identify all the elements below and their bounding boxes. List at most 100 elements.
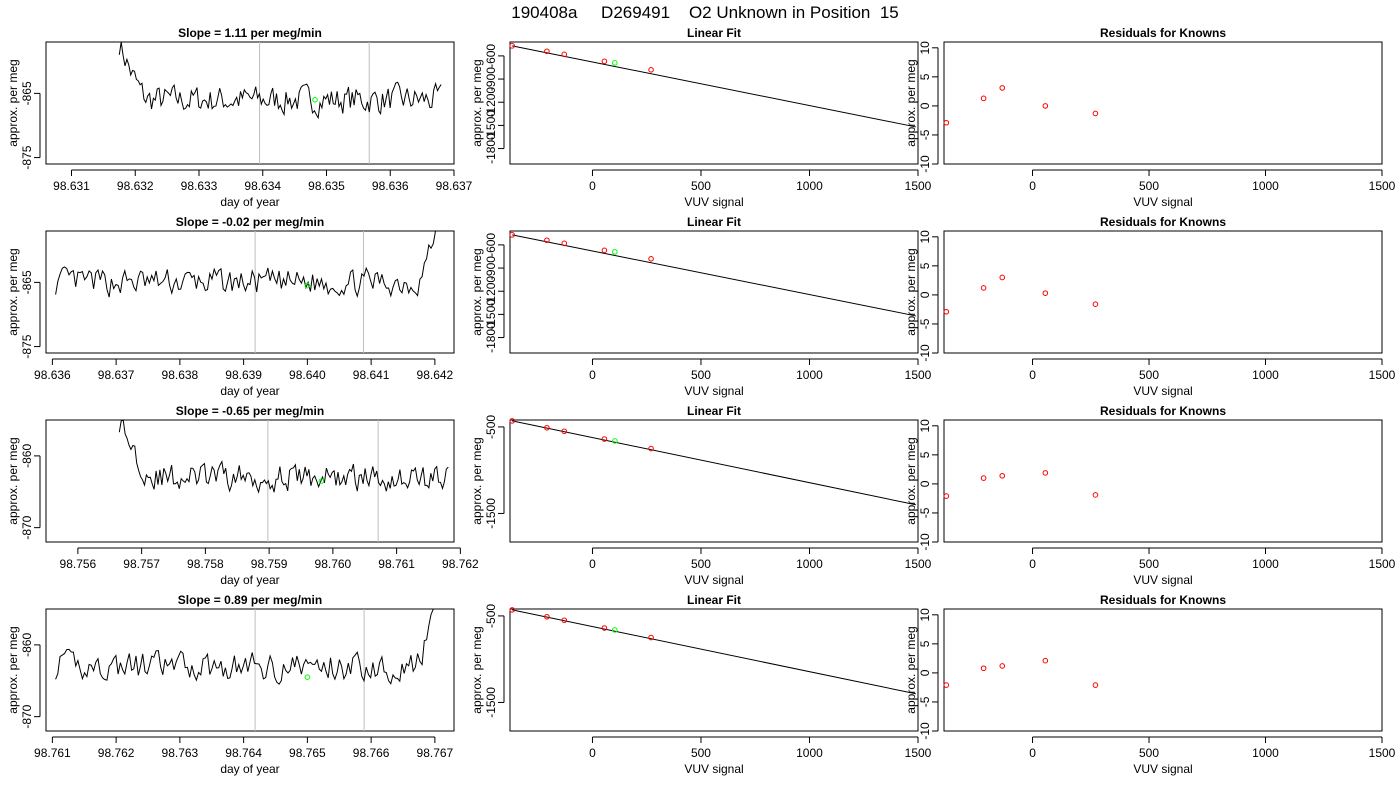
time-x-tick-label: 98.638 [162,368,199,382]
resid-y-tick-label: 5 [918,262,932,269]
time-y-label: approx. per meg [6,59,20,146]
fit-y-tick-label: -1500 [484,299,498,330]
resid-y-tick-label: -5 [918,507,932,518]
time-x-tick-label: 98.766 [353,746,390,760]
time-x-tick-label: 98.632 [117,179,154,193]
resid-x-tick-label: 0 [1029,557,1036,571]
linear-fit-panel: 0 500 1000 1500 -1500 -500 Linear Fit VUV signa… [470,593,932,776]
fit-y-tick-label: -600 [484,44,498,68]
fit-y-tick-label: -900 [484,67,498,91]
time-y-tick-label: -860 [20,444,34,468]
fit-y-label: approx. per meg [470,248,484,335]
time-x-label: day of year [220,195,279,209]
time-y-label: approx. per meg [6,626,20,713]
resid-y-tick-label: 0 [918,102,932,109]
fit-x-tick-label: 1500 [905,179,932,193]
time-x-tick-label: 98.635 [308,179,345,193]
resid-x-tick-label: 1000 [1252,368,1279,382]
time-series-panel: 98.756 98.757 98.758 98.759 98.760 98.761 98.7… [6,404,479,587]
resid-y-label: approx. per meg [904,626,918,713]
known-point [561,240,568,247]
fit-x-tick-label: 1000 [796,557,823,571]
residuals-panel: 0 500 1000 1500 -10 -5 0 5 10 Residuals for Known… [904,404,1396,587]
known-point [509,43,515,49]
fit-title: Linear Fit [687,26,741,40]
time-title: Slope = -0.65 per meg/min [176,404,324,418]
unknown-fit-point [612,249,618,255]
fit-y-tick-label: -500 [484,604,498,628]
time-x-tick-label: 98.637 [98,368,135,382]
resid-x-label: VUV signal [1133,195,1192,209]
resid-y-tick-label: 10 [918,230,932,244]
fit-title: Linear Fit [687,593,741,607]
resid-y-tick-label: -10 [918,722,932,740]
fit-y-tick-label: -500 [484,415,498,439]
linear-fit-frame [509,608,919,732]
time-x-tick-label: 98.761 [378,557,415,571]
residual-point [1092,492,1099,498]
resid-y-label: approx. per meg [904,59,918,146]
signal-trace [118,41,442,120]
time-x-tick-label: 98.764 [225,746,262,760]
known-point [561,428,568,435]
time-y-tick-label: -860 [20,633,34,657]
residual-point [980,285,987,291]
residuals-frame [943,230,1383,354]
time-y-tick-label: -865 [20,81,34,105]
residual-point [943,682,950,688]
unknown-fit-point [612,627,618,633]
time-series-panel: 98.636 98.637 98.638 98.639 98.640 98.641 98.6… [6,215,455,398]
time-title: Slope = -0.02 per meg/min [176,215,324,229]
time-x-tick-label: 98.759 [251,557,288,571]
fit-x-tick-label: 1500 [905,368,932,382]
chart-row-3: 98.756 98.757 98.758 98.759 98.760 98.761 98.7… [6,404,1396,587]
residuals-frame [943,608,1383,732]
fit-x-tick-label: 0 [589,746,596,760]
known-point [561,617,568,624]
fit-x-tick-label: 1000 [796,179,823,193]
fit-y-tick-label: -1800 [484,133,498,164]
residual-point [999,274,1006,281]
unknown-point [304,674,311,680]
residual-point [1092,682,1099,688]
fit-x-tick-label: 0 [589,179,596,193]
chart-row-2: 98.636 98.637 98.638 98.639 98.640 98.641 98.6… [6,215,1396,398]
linear-fit-panel: 0 500 1000 1500 -1800-1500-1200-900-600 Linea… [470,26,932,209]
residual-point [943,308,950,315]
fit-title: Linear Fit [687,215,741,229]
resid-x-tick-label: 0 [1029,746,1036,760]
fit-x-tick-label: 500 [691,368,711,382]
time-y-tick-label: -870 [20,515,34,539]
residual-point [1092,301,1099,308]
time-title: Slope = 1.11 per meg/min [178,26,322,40]
known-point [601,436,608,442]
resid-x-label: VUV signal [1133,762,1192,776]
signal-trace [55,608,436,685]
known-point [561,51,568,58]
fit-y-label: approx. per meg [470,59,484,146]
time-x-tick-label: 98.762 [98,746,135,760]
time-y-tick-label: -870 [20,704,34,728]
residuals-panel: 0 500 1000 1500 -10 -5 0 5 10 Residuals for Known… [904,593,1396,776]
time-x-label: day of year [220,384,279,398]
fit-y-tick-label: -1500 [484,110,498,141]
time-series-frame [45,608,455,732]
resid-x-tick-label: 0 [1029,368,1036,382]
resid-y-tick-label: 0 [918,291,932,298]
resid-y-tick-label: 5 [918,73,932,80]
time-y-label: approx. per meg [6,437,20,524]
resid-x-tick-label: 1500 [1369,557,1396,571]
fit-x-tick-label: 0 [589,557,596,571]
fit-x-tick-label: 500 [691,179,711,193]
fit-x-label: VUV signal [684,384,743,398]
linear-fit-frame [509,419,919,543]
time-x-tick-label: 98.641 [353,368,390,382]
time-x-tick-label: 98.640 [289,368,326,382]
fit-x-tick-label: 1000 [796,368,823,382]
time-x-tick-label: 98.631 [53,179,90,193]
resid-x-label: VUV signal [1133,573,1192,587]
unknown-point [318,478,325,484]
residual-point [980,475,987,481]
time-x-tick-label: 98.636 [34,368,71,382]
time-y-tick-label: -875 [20,145,34,169]
